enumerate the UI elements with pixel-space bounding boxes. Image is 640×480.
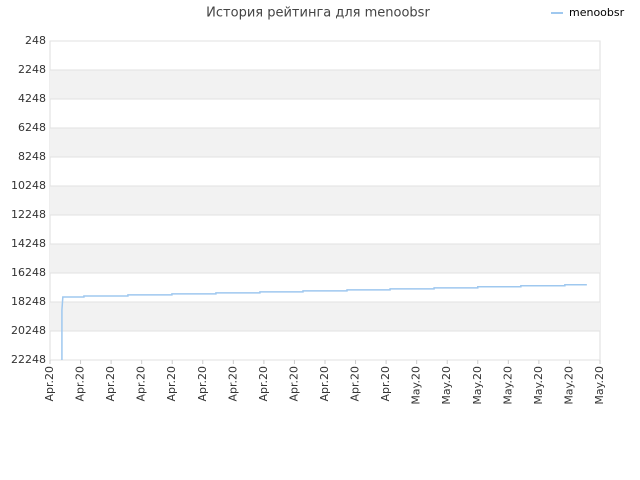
x-tick-label: May.20 — [562, 366, 575, 405]
series-line — [61, 284, 587, 360]
x-tick-label: Apr.20 — [43, 366, 56, 402]
grid-band — [50, 244, 600, 273]
grid-band — [50, 186, 600, 215]
x-tick-label: May.20 — [471, 366, 484, 405]
x-tick-label: May.20 — [440, 366, 453, 405]
chart-title: История рейтинга для menoobsr — [206, 6, 430, 21]
grid-band — [50, 70, 600, 99]
y-tick-label: 2248 — [18, 63, 46, 76]
x-tick-label: Apr.20 — [135, 366, 148, 402]
x-tick-label: Apr.20 — [318, 366, 331, 402]
x-tick-label: Apr.20 — [257, 366, 270, 402]
x-tick-label: Apr.20 — [287, 366, 300, 402]
x-tick-label: May.20 — [532, 366, 545, 405]
x-tick-label: May.20 — [501, 366, 514, 405]
y-tick-label: 6248 — [18, 121, 46, 134]
y-tick-label: 248 — [25, 34, 46, 47]
x-tick-label: Apr.20 — [379, 366, 392, 402]
x-tick-label: Apr.20 — [74, 366, 87, 402]
y-tick-label: 4248 — [18, 92, 46, 105]
y-tick-label: 14248 — [11, 237, 46, 250]
y-tick-label: 22248 — [11, 353, 46, 366]
x-tick-label: May.20 — [593, 366, 606, 405]
grid-band — [50, 128, 600, 157]
x-tick-label: May.20 — [410, 366, 423, 405]
grid-band — [50, 302, 600, 331]
y-tick-label: 16248 — [11, 266, 46, 279]
y-tick-label: 18248 — [11, 295, 46, 308]
y-tick-label: 10248 — [11, 179, 46, 192]
y-tick-label: 8248 — [18, 150, 46, 163]
x-tick-label: Apr.20 — [165, 366, 178, 402]
x-tick-label: Apr.20 — [226, 366, 239, 402]
x-tick-label: Apr.20 — [196, 366, 209, 402]
legend-label: menoobsr — [569, 6, 625, 19]
x-tick-label: Apr.20 — [104, 366, 117, 402]
y-tick-label: 12248 — [11, 208, 46, 221]
x-tick-label: Apr.20 — [349, 366, 362, 402]
y-tick-label: 20248 — [11, 324, 46, 337]
